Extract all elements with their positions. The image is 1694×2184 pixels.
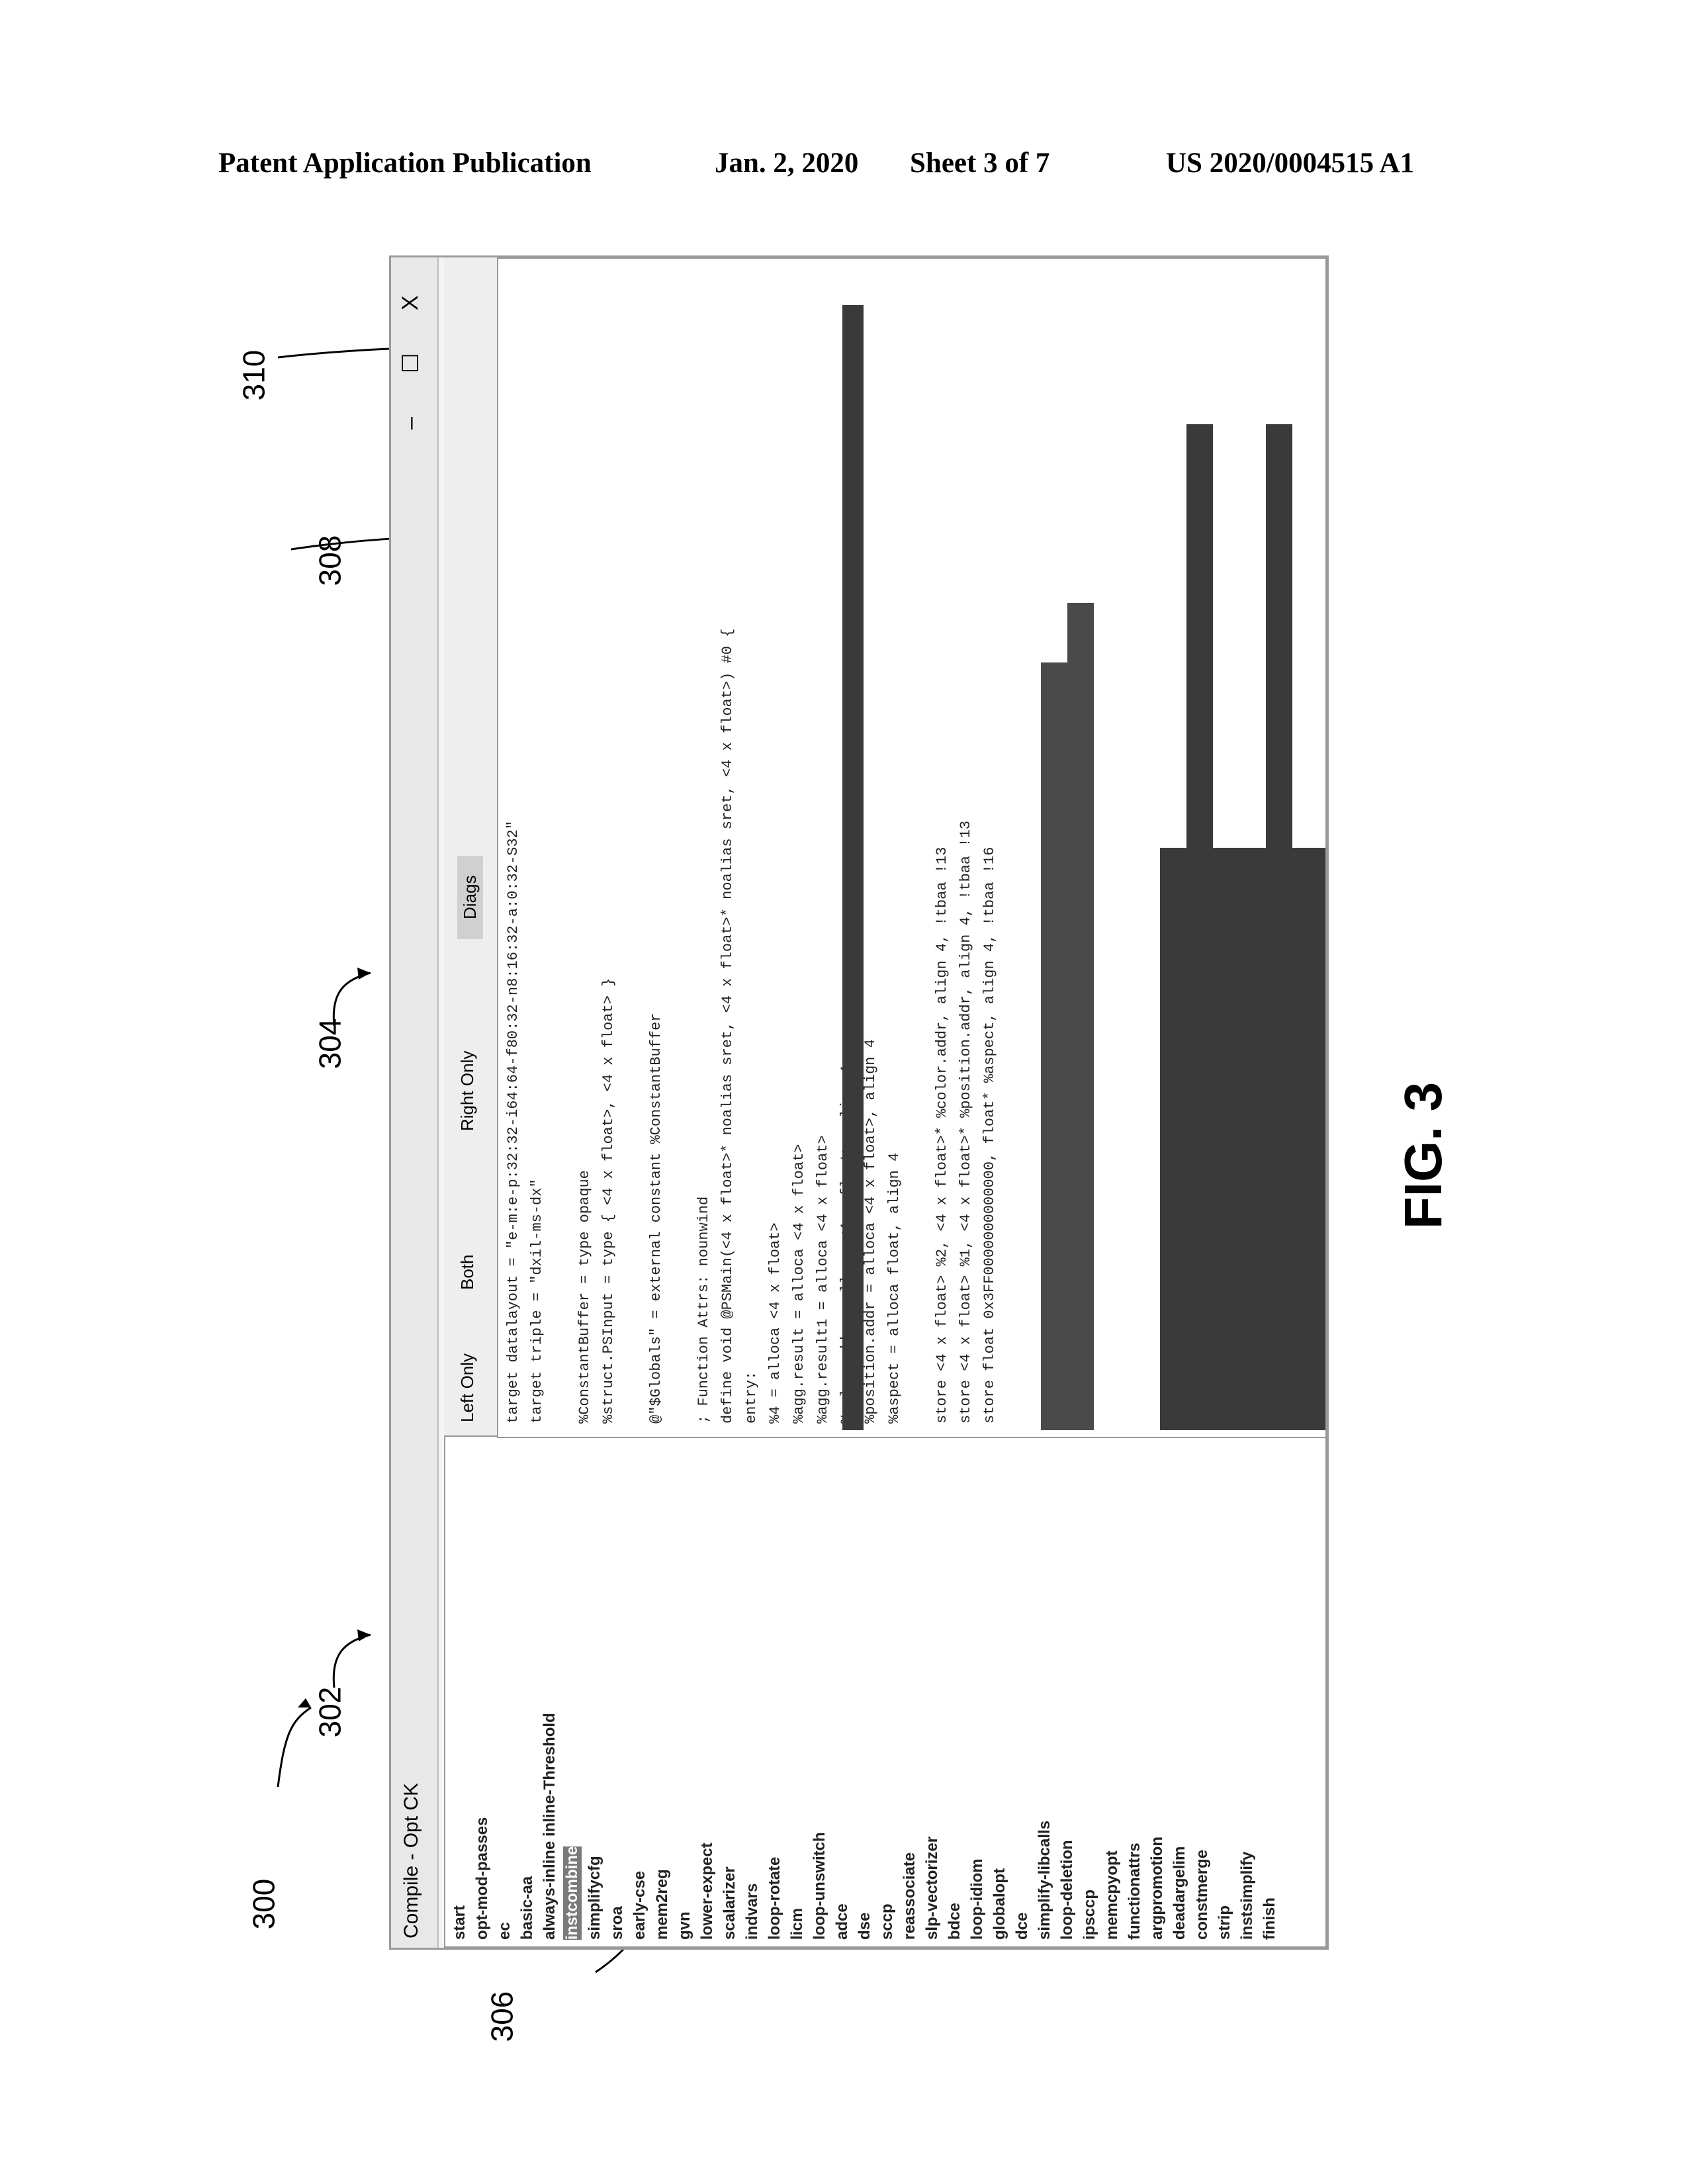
ref-310-top: 310	[236, 349, 271, 401]
selected-pass-highlight	[444, 1932, 1324, 1942]
diff-block-b	[1067, 603, 1094, 1430]
diff-block-a	[1041, 662, 1067, 1430]
pass-item[interactable]: scalarizer	[721, 1866, 738, 1940]
pass-list: start opt-mod-passes ec basic-aa always-inli…	[445, 1437, 1325, 1946]
diff-block-d	[1186, 424, 1213, 848]
title-bar	[391, 257, 439, 1948]
pass-item[interactable]: reassociate	[901, 1852, 918, 1940]
pass-item[interactable]: instsimplify	[1238, 1851, 1256, 1940]
sheet-number: Sheet 3 of 7	[910, 148, 1050, 179]
close-button[interactable]: X	[398, 295, 423, 310]
diff-block-g	[1266, 424, 1292, 1165]
pass-item[interactable]: globalopt	[991, 1868, 1008, 1940]
compile-window: Compile - Opt CK – ☐ X start opt-mod-pass…	[389, 255, 1329, 1950]
pass-item[interactable]: simplify-libcalls	[1036, 1820, 1053, 1940]
pass-item[interactable]: functionattrs	[1126, 1843, 1143, 1940]
diff-highlights	[842, 305, 1325, 1430]
diff-block-define	[842, 305, 864, 1430]
ref-302: 302	[312, 1686, 347, 1738]
diff-block-h	[1292, 954, 1319, 1152]
minimize-button[interactable]: –	[398, 417, 423, 430]
pass-item[interactable]: opt-mod-passes	[473, 1817, 491, 1940]
radio-left-only[interactable]: Left Only	[457, 1353, 477, 1422]
window-title: Compile - Opt CK	[400, 1782, 422, 1938]
pass-item[interactable]: lower-expect	[698, 1843, 716, 1940]
figure-label: FIG. 3	[1394, 1081, 1453, 1230]
pass-item[interactable]: early-cse	[631, 1870, 648, 1940]
publication-number: US 2020/0004515 A1	[1166, 148, 1415, 179]
pass-item[interactable]: mem2reg	[653, 1869, 671, 1940]
ref-300: 300	[246, 1878, 281, 1930]
maximize-button[interactable]: ☐	[398, 353, 424, 373]
ref-306: 306	[484, 1991, 519, 2042]
view-options-bar: Left Only Both Right Only Diags	[444, 257, 498, 1435]
ref-304: 304	[312, 1018, 347, 1069]
radio-right-only[interactable]: Right Only	[457, 1050, 477, 1131]
pass-item[interactable]: argpromotion	[1148, 1837, 1166, 1940]
pass-item[interactable]: loop-unswitch	[811, 1832, 828, 1940]
diff-block-e	[1213, 854, 1239, 1159]
ref-308-top: 308	[312, 535, 347, 586]
pass-item[interactable]: deadargelim	[1171, 1846, 1188, 1940]
pass-list-panel: start opt-mod-passes ec basic-aa always-inli…	[444, 1435, 1327, 1948]
pass-item[interactable]: simplifycfg	[586, 1856, 603, 1940]
pass-item[interactable]: instcombine	[563, 1846, 582, 1940]
pass-item[interactable]: loop-rotate	[766, 1856, 783, 1940]
publication-header-left: Patent Application Publication	[218, 148, 592, 179]
diags-tab[interactable]: Diags	[457, 855, 483, 939]
radio-both[interactable]: Both	[457, 1254, 477, 1291]
pass-item[interactable]: slp-vectorizer	[923, 1836, 941, 1940]
code-diff-panel: target datalayout = "e-m:e-p:32:32-i64:6…	[497, 257, 1327, 1438]
pass-item[interactable]: constmerge	[1193, 1849, 1211, 1940]
pass-item[interactable]: memcpyopt	[1103, 1850, 1121, 1940]
pass-item[interactable]: always-inline inline-Threshold	[541, 1713, 558, 1940]
pass-item[interactable]: basic-aa	[518, 1876, 536, 1940]
publication-date: Jan. 2, 2020	[715, 148, 859, 179]
pass-item[interactable]: loop-deletion	[1058, 1840, 1076, 1940]
pass-item[interactable]: loop-idiom	[968, 1858, 986, 1940]
diff-block-f	[1239, 1000, 1266, 1159]
